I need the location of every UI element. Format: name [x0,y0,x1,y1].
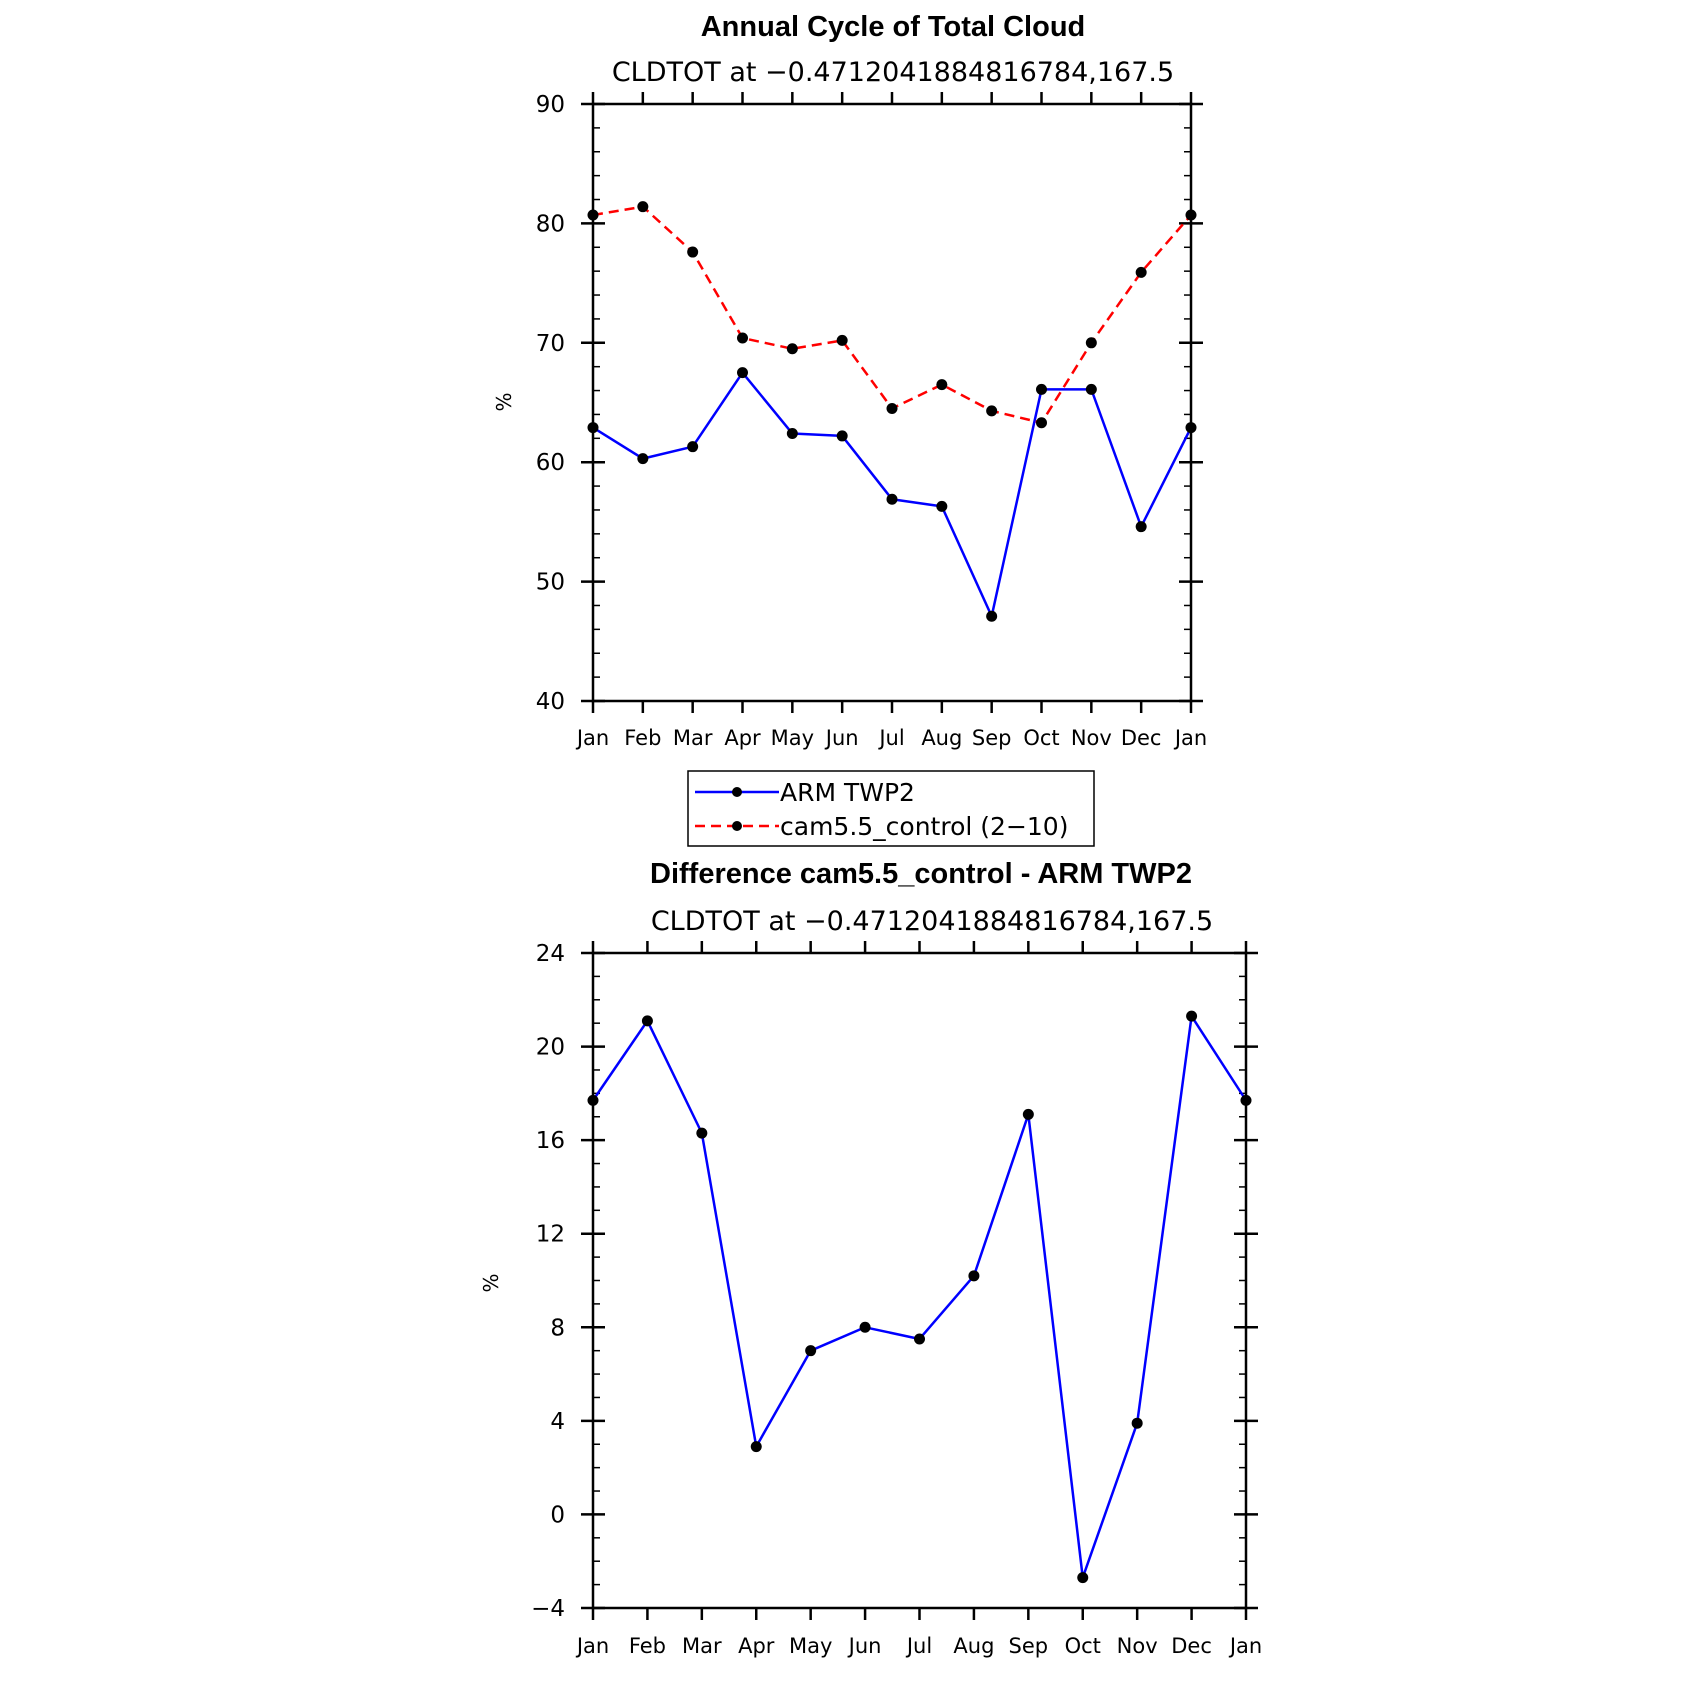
data-point-1 [836,334,848,346]
y-tick-label: 8 [550,1315,565,1341]
y-tick-label: 16 [536,1128,565,1154]
y-tick-label: 40 [536,689,565,715]
data-point-1 [637,201,649,213]
data-point-0 [687,441,699,453]
legend-marker-cam55-control [732,821,742,831]
data-point-0 [1186,1010,1198,1022]
x-tick-label: Jan [1228,1634,1262,1658]
x-tick-label: May [771,726,814,750]
data-point-0 [786,428,798,440]
y-tick-label: 90 [536,92,565,118]
data-point-1 [1036,417,1047,429]
y-tick-label: 12 [536,1222,565,1248]
x-tick-label: Oct [1023,726,1059,750]
data-point-0 [1131,1417,1143,1429]
x-tick-label: Mar [682,1634,722,1658]
y-tick-label: 0 [550,1502,565,1528]
data-point-1 [986,405,998,417]
legend-marker-arm-twp2 [732,787,742,797]
x-tick-label: Jan [575,726,609,750]
data-point-0 [750,1441,762,1453]
y-tick-label: 50 [536,570,565,596]
data-point-0 [859,1321,871,1333]
data-point-0 [936,500,948,512]
data-point-1 [1085,337,1097,349]
x-tick-label: Feb [629,1634,666,1658]
data-point-0 [587,1094,599,1106]
data-point-0 [641,1015,653,1027]
x-tick-label: Nov [1071,726,1112,750]
data-point-0 [696,1127,708,1139]
legend-entry-cam55-control: cam5.5_control (2−10) [695,812,1068,841]
data-point-0 [1085,383,1097,395]
data-point-0 [986,610,998,622]
chart-subtitle: CLDTOT at −0.4712041884816784,167.5 [651,906,1213,937]
data-point-0 [1240,1094,1252,1106]
y-tick-label: 60 [536,450,565,476]
data-point-0 [1185,422,1197,434]
x-tick-label: Feb [624,726,661,750]
annual-cycle-panel: Annual Cycle of Total Cloud CLDTOT at −0… [492,11,1207,750]
chart-subtitle: CLDTOT at −0.4712041884816784,167.5 [612,57,1174,88]
data-point-1 [587,209,599,221]
y-tick-label: 4 [550,1409,565,1435]
chart-title: Difference cam5.5_control - ARM TWP2 [650,858,1192,890]
plot-layer: 40 50 60 70 80 90 Jan Feb Mar Apr May Jun Jul Aug Sep O… [536,92,1207,750]
x-tick-label: Nov [1117,1634,1158,1658]
y-tick-label: 80 [536,211,565,237]
x-tick-label: Jun [847,1634,882,1658]
legend-entry-arm-twp2: ARM TWP2 [695,778,915,807]
x-tick-label: Oct [1065,1634,1101,1658]
data-point-0 [637,453,649,465]
x-tick-label: Sep [972,726,1012,750]
x-tick-label: Aug [953,1634,994,1658]
x-tick-label: Aug [921,726,962,750]
x-tick-label: Mar [673,726,713,750]
x-tick-label: Jan [1173,726,1207,750]
legend-label-cam55-control: cam5.5_control (2−10) [780,812,1068,841]
data-point-1 [786,343,798,355]
data-point-1 [886,402,898,414]
data-point-0 [737,367,748,379]
y-tick-label: 70 [536,331,565,357]
chart-title: Annual Cycle of Total Cloud [701,11,1086,43]
data-point-0 [968,1270,980,1282]
data-point-0 [1135,521,1147,533]
y-tick-label: −4 [531,1596,565,1622]
data-point-0 [1036,383,1047,395]
y-axis-label: % [479,1273,503,1292]
data-point-1 [687,246,699,258]
plot-layer: −4 0 4 8 12 16 20 24 Jan Feb Mar Apr May Jun Jul Aug Sep… [531,941,1262,1658]
data-point-0 [914,1333,925,1345]
data-point-0 [886,493,898,505]
y-tick-label: 20 [536,1035,565,1061]
data-point-1 [1135,266,1147,278]
x-tick-label: Jun [824,726,859,750]
y-axis-label: % [492,392,516,411]
y-tick-label: 24 [536,941,565,967]
x-tick-label: Jan [575,1634,609,1658]
data-point-0 [836,430,848,442]
x-tick-label: Apr [724,726,761,750]
x-tick-label: Sep [1009,1634,1049,1658]
data-point-0 [587,422,599,434]
data-point-0 [805,1345,817,1357]
x-tick-label: Dec [1171,1634,1212,1658]
x-tick-label: Jul [905,1634,932,1658]
legend-box [687,770,1095,847]
data-point-1 [737,332,748,344]
data-point-0 [1077,1572,1089,1584]
data-point-0 [1022,1108,1034,1120]
legend: ARM TWP2 cam5.5_control (2−10) [687,770,1095,847]
x-tick-label: Jul [877,726,904,750]
x-tick-label: May [789,1634,832,1658]
x-tick-label: Dec [1121,726,1162,750]
data-point-1 [936,379,948,391]
x-tick-label: Apr [738,1634,775,1658]
legend-label-arm-twp2: ARM TWP2 [780,778,915,807]
difference-panel: Difference cam5.5_control - ARM TWP2 CLD… [479,858,1262,1658]
data-point-1 [1185,209,1197,221]
